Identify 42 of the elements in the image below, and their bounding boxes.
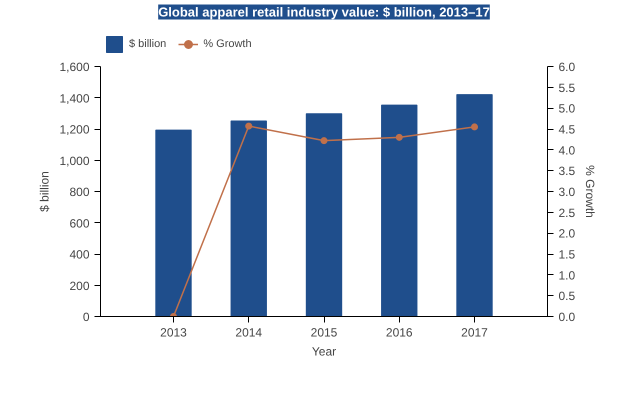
y2-tick-label: 2.5 [558, 206, 576, 220]
y2-axis-title: % Growth [583, 165, 598, 218]
bar [230, 120, 267, 316]
y2-tick-label: 4.0 [558, 143, 576, 158]
x-axis-title: Year [312, 344, 336, 358]
x-tick-label: 2016 [386, 326, 413, 340]
y2-tick-label: 5.5 [558, 80, 576, 95]
y2-tick-label: 6.0 [558, 60, 576, 74]
y-tick-label: 1,000 [59, 154, 90, 168]
point [320, 137, 328, 144]
x-tick-label: 2014 [235, 326, 262, 340]
x-tick-label: 2013 [160, 326, 188, 340]
bar [381, 104, 418, 316]
y2-tick-label: 3.5 [558, 164, 576, 178]
legend-label: % Growth [203, 38, 252, 50]
y-tick-label: 400 [69, 248, 90, 262]
y2-tick-label: 3.0 [558, 185, 576, 199]
y2-tick-label: 4.5 [558, 122, 576, 136]
y2-tick-label: 0.0 [558, 310, 576, 324]
y-tick-label: 0 [82, 310, 90, 324]
point [471, 123, 478, 130]
x-tick-label: 2017 [461, 326, 488, 340]
bar [155, 130, 192, 316]
y-tick-label: 800 [69, 185, 90, 199]
y2-tick-label: 1.0 [558, 268, 576, 282]
bar [456, 94, 493, 316]
y-tick-label: 1,600 [59, 60, 90, 74]
point [396, 134, 403, 141]
y-tick-label: 600 [69, 216, 90, 230]
y-tick-label: 1,200 [59, 122, 90, 136]
legend-label: $ billion [129, 38, 166, 50]
point [245, 122, 252, 130]
y2-tick-label: 0.5 [558, 289, 576, 304]
y2-tick-label: 1.5 [558, 248, 576, 262]
y2-tick-label: 2.0 [558, 226, 576, 241]
y2-tick-label: 5.0 [558, 102, 576, 116]
y-tick-label: 1,400 [59, 91, 90, 106]
chart-title: Global apparel retail industry value: $ billion, 2013–17 [158, 4, 490, 20]
y-axis-title: $ billion [37, 171, 52, 212]
y-tick-label: 200 [69, 278, 90, 293]
x-tick-label: 2015 [310, 326, 338, 340]
bar [306, 113, 342, 316]
